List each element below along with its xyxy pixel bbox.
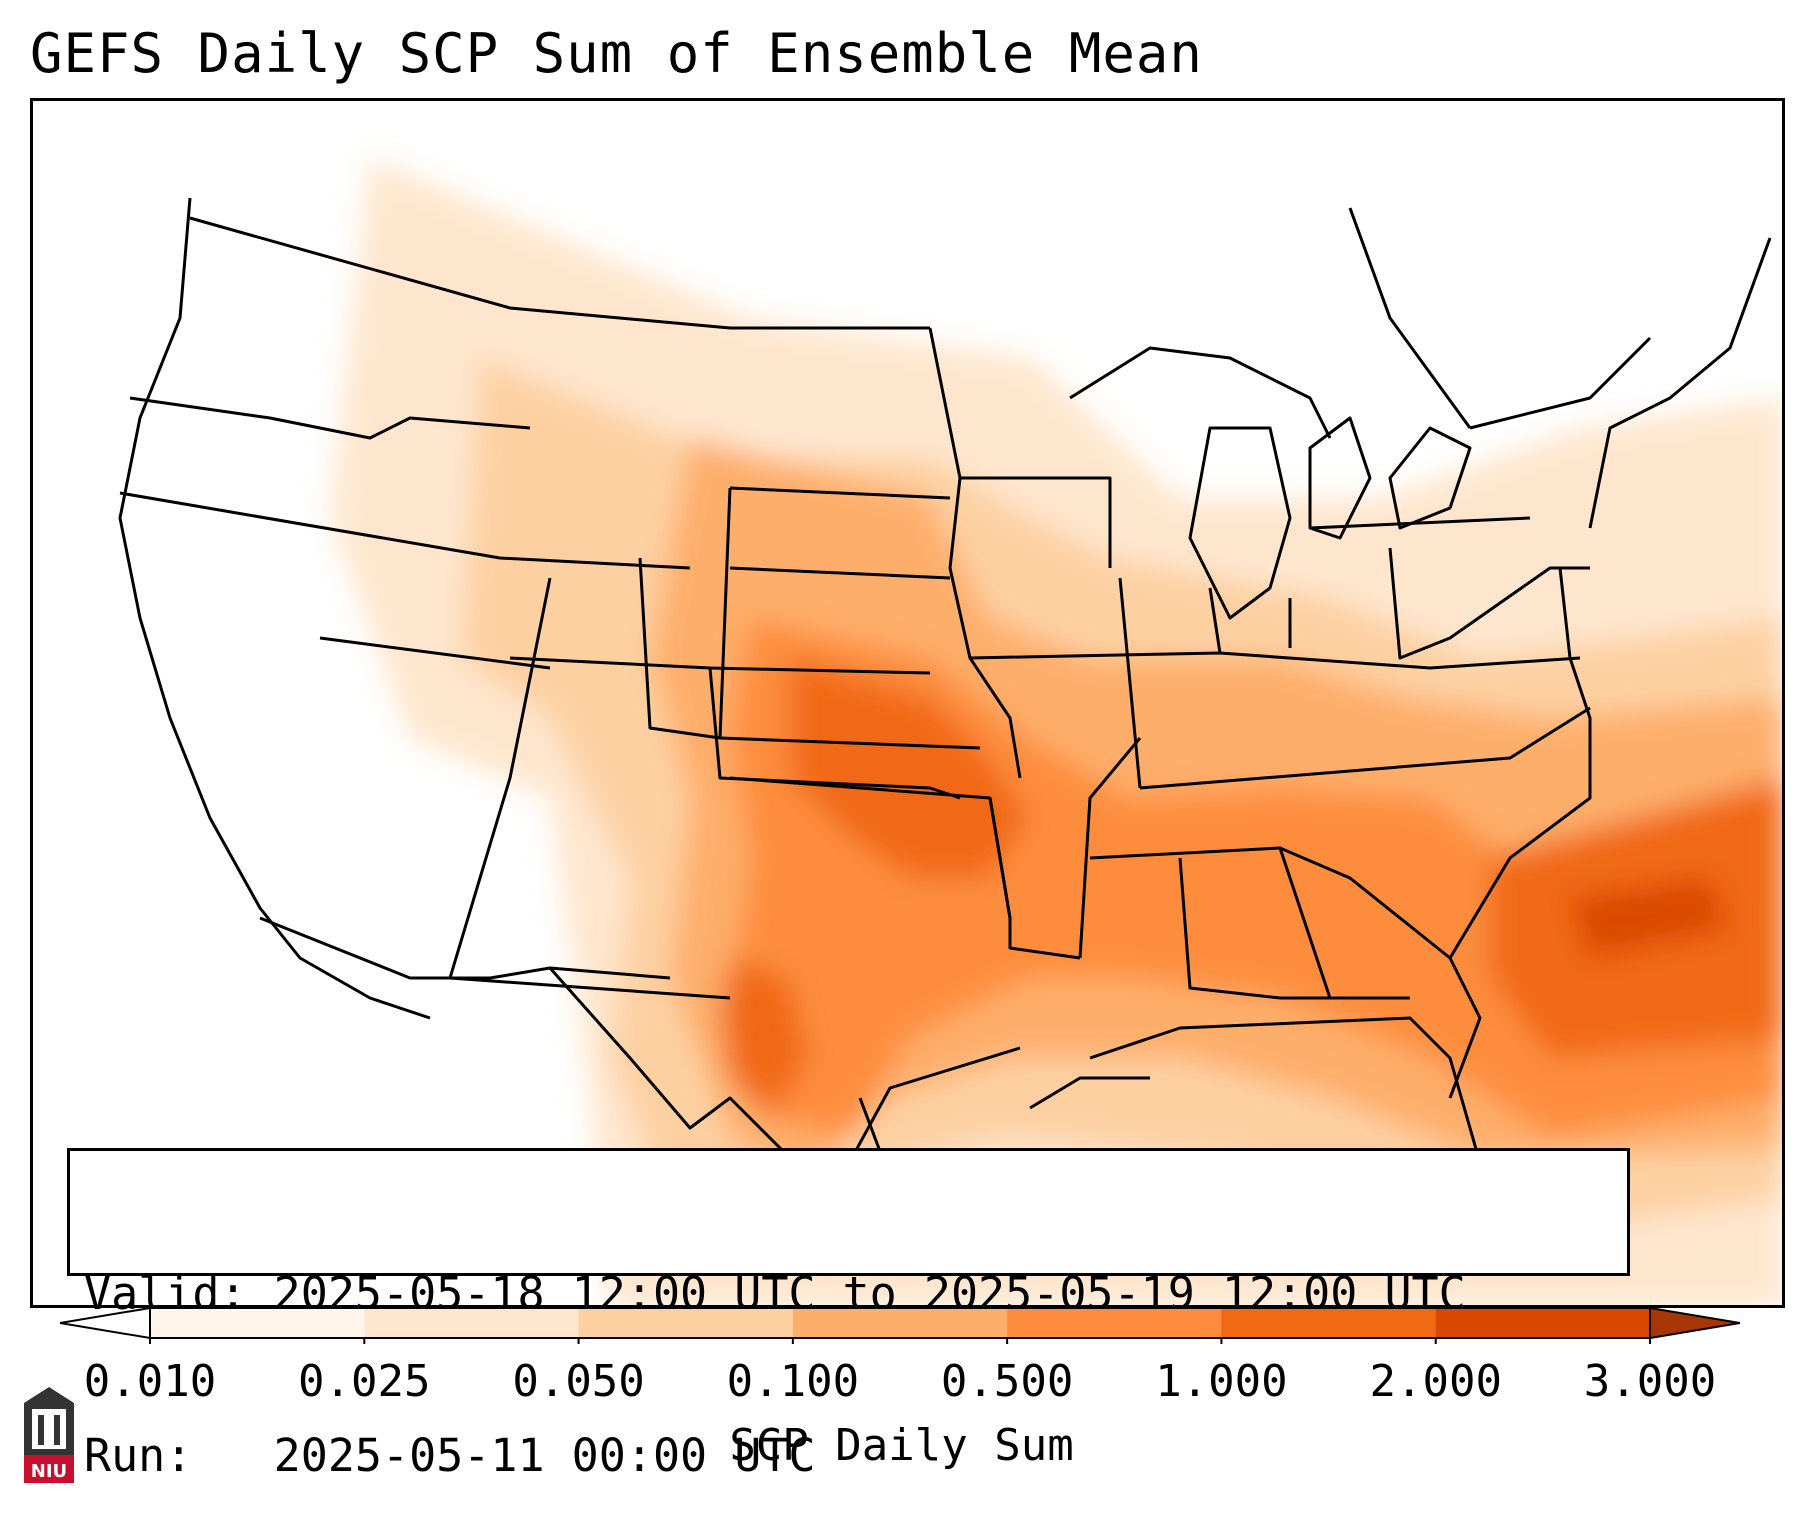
colorbar-tick-label: 0.100	[726, 1356, 860, 1407]
colorbar-tick-label: 2.000	[1369, 1356, 1502, 1407]
colorbar-segment	[792, 1308, 1008, 1338]
colorbar-segment	[364, 1308, 580, 1338]
colorbar-tick-label: 3.000	[1583, 1356, 1717, 1407]
run-label: Run:	[84, 1429, 193, 1482]
colorbar-segment	[1435, 1308, 1651, 1338]
valid-run-info-box: Valid: 2025-05-18 12:00 UTC to 2025-05-1…	[67, 1148, 1630, 1482]
colorbar-segment	[1007, 1308, 1222, 1338]
scp-field	[330, 158, 1785, 1308]
colorbar-segment	[578, 1308, 794, 1338]
run-time: 2025-05-11 00:00 UTC	[273, 1429, 816, 1482]
colorbar-over-extend	[1649, 1306, 1740, 1340]
scp-map	[30, 98, 1785, 1308]
colorbar-segment	[1221, 1308, 1437, 1338]
colorbar-tick-label: 0.010	[83, 1356, 217, 1407]
niu-logo-icon: NIU	[24, 1387, 74, 1483]
state-borders	[118, 197, 1772, 1259]
svg-text:NIU: NIU	[31, 1461, 67, 1482]
colorbar	[60, 1306, 1740, 1344]
map-title: GEFS Daily SCP Sum of Ensemble Mean	[30, 22, 1203, 85]
colorbar-tick-label: 0.025	[298, 1356, 431, 1407]
colorbar-under-extend	[60, 1306, 151, 1340]
colorbar-segment	[150, 1308, 365, 1338]
colorbar-tick-label: 0.500	[940, 1356, 1074, 1407]
colorbar-tick-label: 1.000	[1155, 1356, 1288, 1407]
colorbar-label: SCP Daily Sum	[729, 1420, 1074, 1471]
colorbar-tick-label: 0.050	[512, 1356, 645, 1407]
run-row: Run: 2025-05-11 00:00 UTC	[84, 1429, 1613, 1483]
